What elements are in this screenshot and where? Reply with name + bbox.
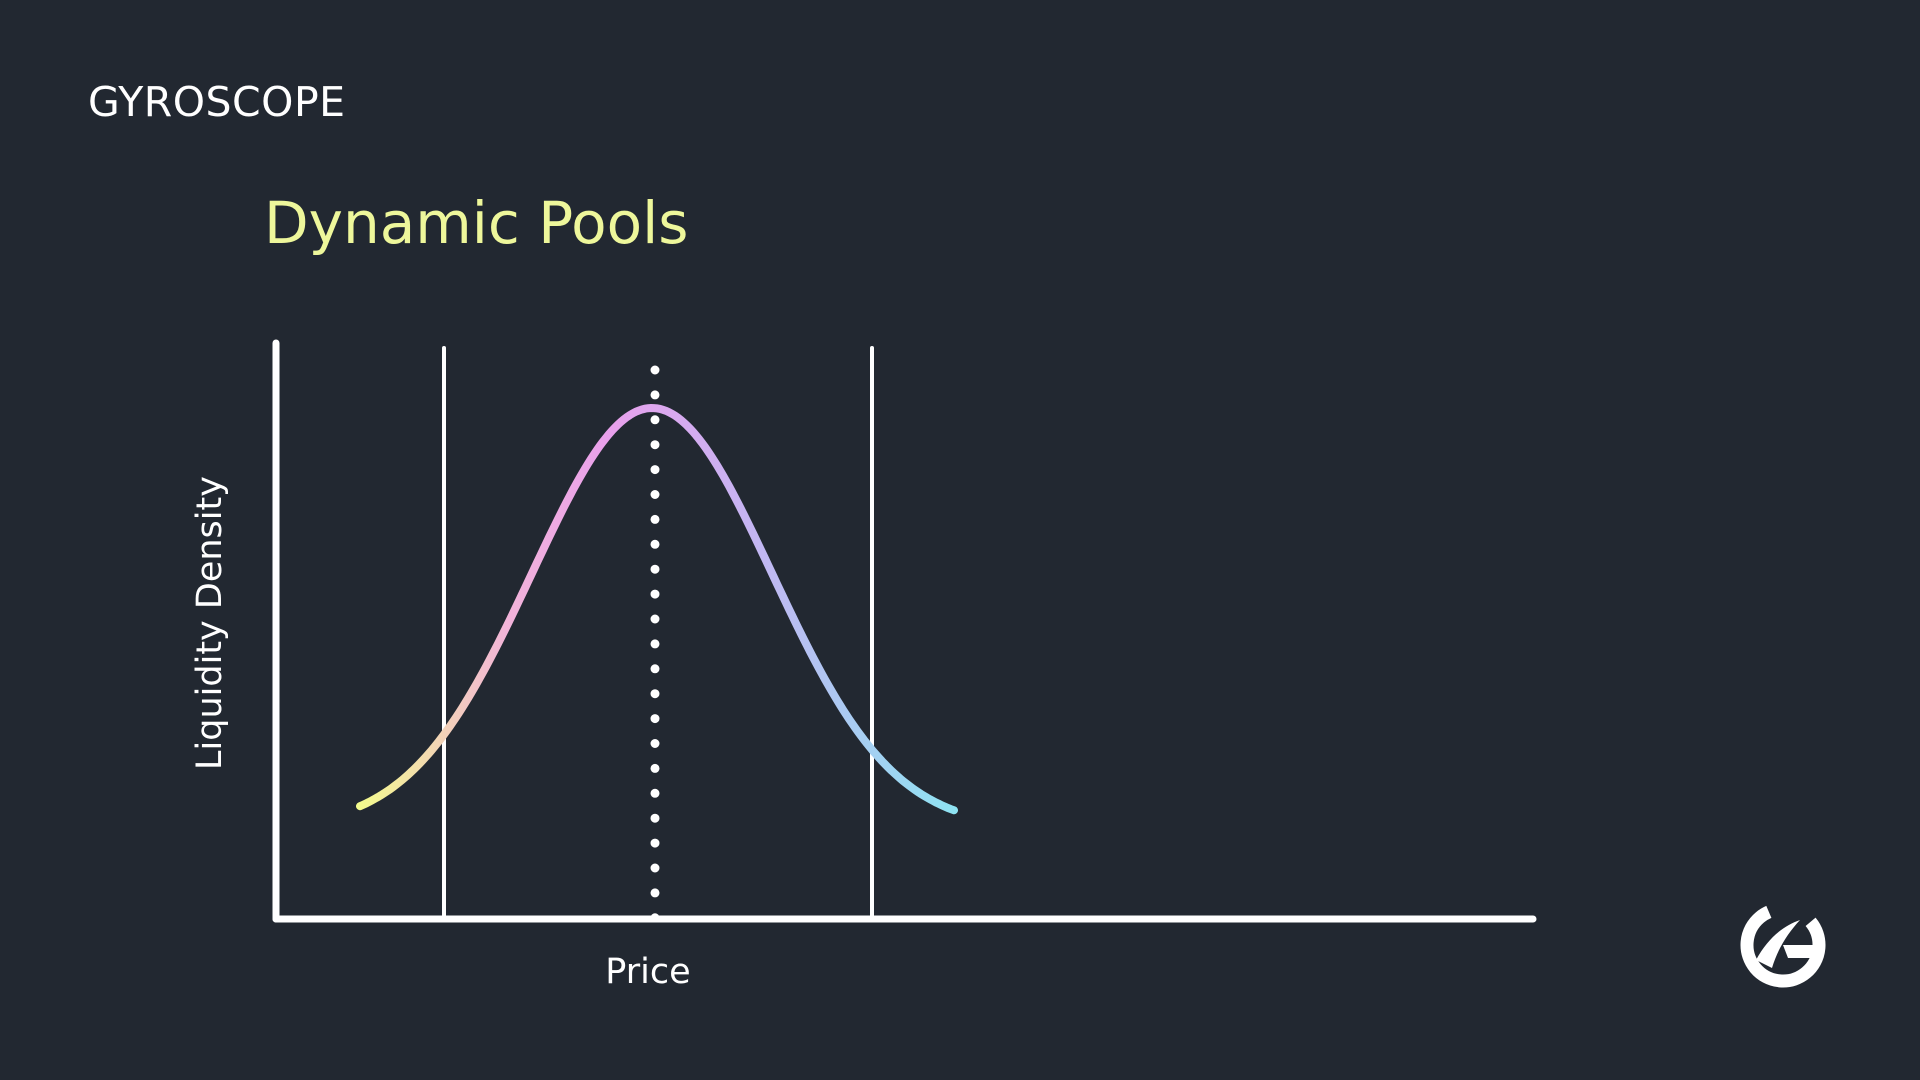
brand-logo: GYROSCOPE [88, 82, 346, 123]
liquidity-curve [356, 403, 958, 815]
brand-wordmark: GYROSCOPE [88, 78, 346, 126]
x-axis-label: Price [605, 952, 691, 992]
page-title: Dynamic Pools [264, 189, 689, 257]
gyroscope-logo-icon [1740, 902, 1826, 988]
y-axis-label: Liquidity Density [190, 476, 230, 770]
